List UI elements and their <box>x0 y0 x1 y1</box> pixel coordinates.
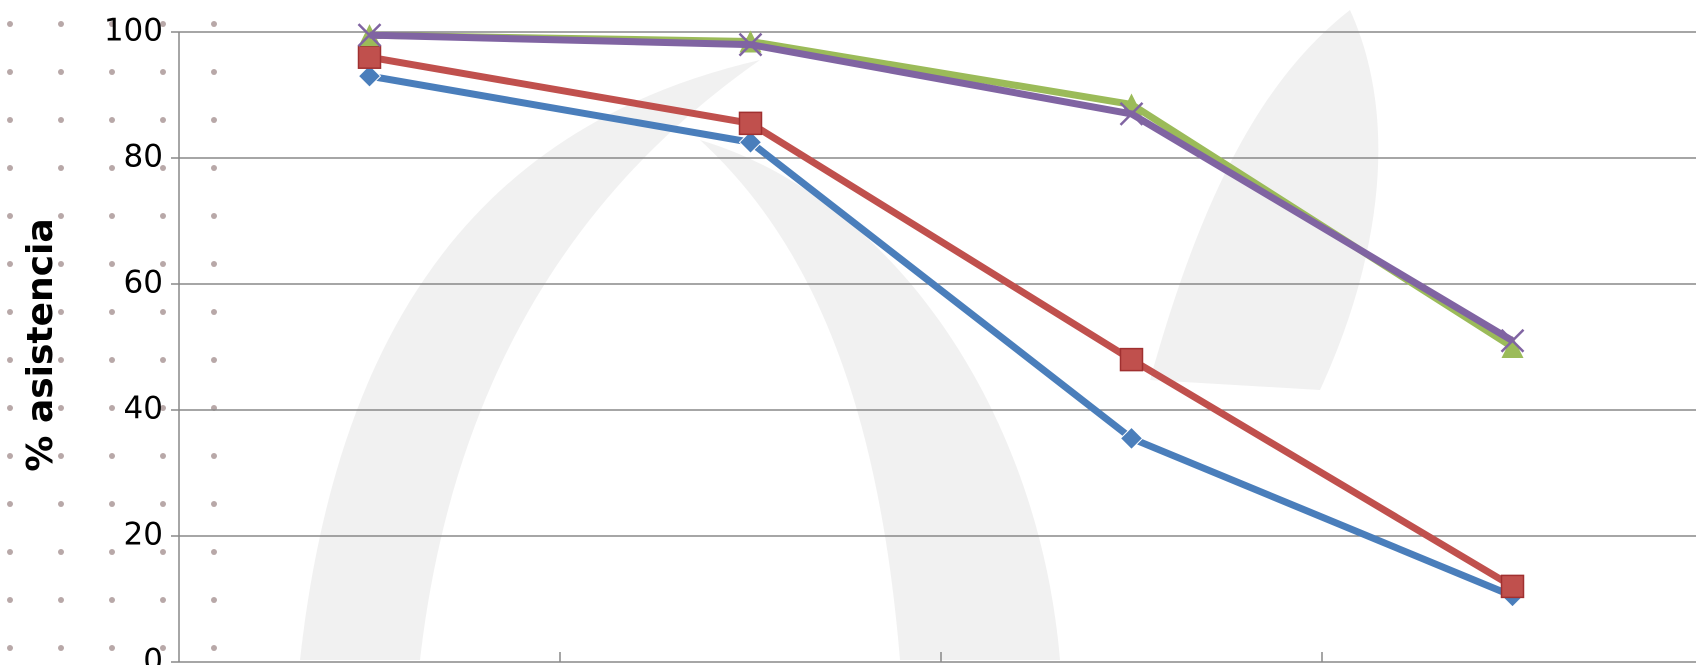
series-line <box>368 72 1514 600</box>
y-tick-label: 0 <box>143 643 163 665</box>
watermark <box>1150 10 1379 390</box>
background-dots <box>0 0 230 665</box>
marker <box>1500 574 1525 599</box>
y-tick-label: 20 <box>124 517 163 553</box>
marker <box>357 64 382 88</box>
watermark <box>300 60 760 660</box>
marker <box>1501 336 1524 358</box>
marker <box>1119 426 1144 451</box>
watermark <box>700 140 1060 660</box>
series-line <box>368 53 1515 590</box>
marker <box>738 130 763 154</box>
y-tick-label: 80 <box>124 139 163 175</box>
marker <box>1500 328 1525 353</box>
y-axis-title: % asistencia <box>20 218 61 471</box>
marker <box>357 45 382 69</box>
y-tick-label: 40 <box>124 391 163 427</box>
marker <box>738 111 763 136</box>
series-line <box>369 31 1515 344</box>
y-tick-label: 60 <box>124 265 163 301</box>
marker <box>738 32 763 57</box>
marker <box>1119 347 1144 372</box>
marker <box>357 23 382 48</box>
y-tick-label: 100 <box>104 13 163 49</box>
marker <box>1119 102 1144 126</box>
